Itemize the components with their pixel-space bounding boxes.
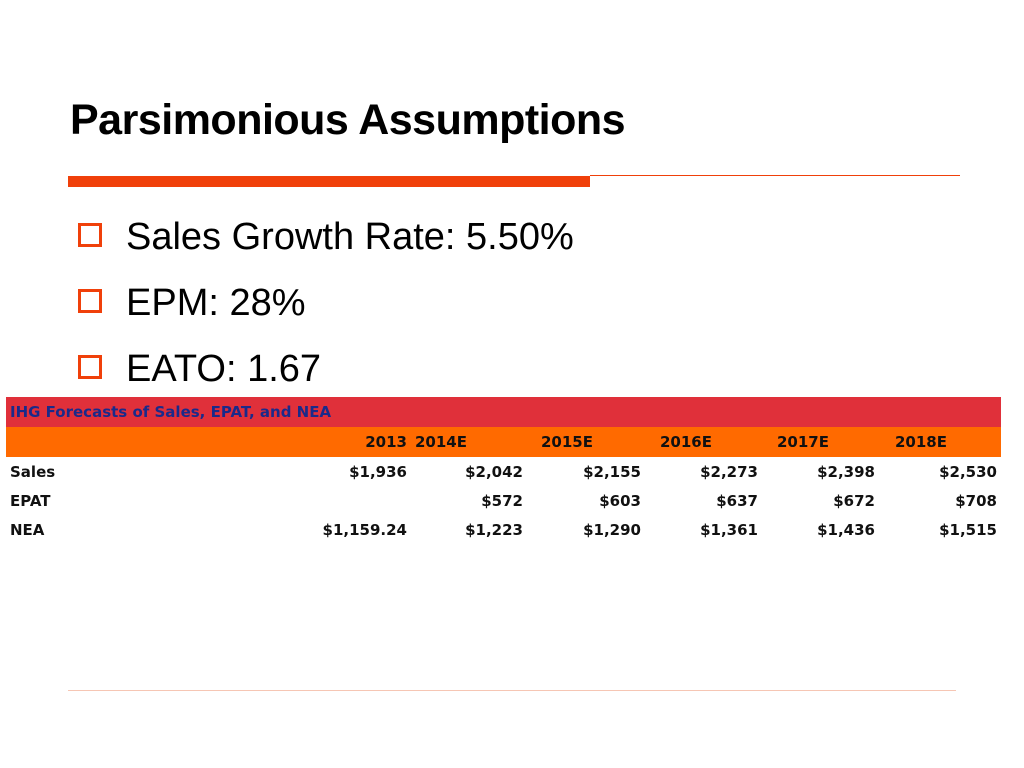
table-cell: $1,515 bbox=[939, 520, 997, 539]
square-bullet-icon bbox=[78, 355, 102, 379]
table-cell bbox=[306, 486, 411, 515]
title-underline-thin bbox=[590, 175, 960, 176]
forecast-grid: 2013 2014E 2015E 2016E 2017E 2018E Sales… bbox=[6, 427, 1001, 544]
row-label: NEA bbox=[10, 520, 45, 539]
table-cell: $1,361 bbox=[700, 520, 758, 539]
slide-title: Parsimonious Assumptions bbox=[70, 96, 626, 144]
square-bullet-icon bbox=[78, 223, 102, 247]
table-cell: $2,042 bbox=[465, 462, 523, 481]
header-cell-2014e: 2014E bbox=[415, 433, 467, 451]
table-cell: $2,398 bbox=[817, 462, 875, 481]
bullet-item: Sales Growth Rate: 5.50% bbox=[78, 204, 574, 270]
table-cell: $2,530 bbox=[939, 462, 997, 481]
square-bullet-icon bbox=[78, 289, 102, 313]
footer-divider bbox=[68, 690, 956, 691]
table-cell: $708 bbox=[955, 491, 997, 510]
table-cell: $2,155 bbox=[583, 462, 641, 481]
table-cell: $603 bbox=[599, 491, 641, 510]
table-row-nea: NEA $1,159.24 $1,223 $1,290 $1,361 $1,43… bbox=[6, 515, 1001, 544]
table-header-row: 2013 2014E 2015E 2016E 2017E 2018E bbox=[6, 427, 1001, 457]
table-row-sales: Sales $1,936 $2,042 $2,155 $2,273 $2,398… bbox=[6, 457, 1001, 486]
bullet-text: EATO: 1.67 bbox=[126, 347, 322, 390]
header-cell-2018e: 2018E bbox=[895, 433, 947, 451]
forecast-table: IHG Forecasts of Sales, EPAT, and NEA 20… bbox=[6, 397, 1001, 544]
header-cell-2015e: 2015E bbox=[541, 433, 593, 451]
table-row-epat: EPAT $572 $603 $637 $672 $708 bbox=[6, 486, 1001, 515]
table-cell: $572 bbox=[481, 491, 523, 510]
bullet-item: EATO: 1.67 bbox=[78, 336, 574, 402]
table-cell: $637 bbox=[716, 491, 758, 510]
table-cell: $672 bbox=[833, 491, 875, 510]
bullet-text: EPM: 28% bbox=[126, 281, 306, 324]
header-cell-2016e: 2016E bbox=[660, 433, 712, 451]
table-cell: $1,159.24 bbox=[322, 520, 407, 539]
header-cell-label bbox=[6, 427, 306, 457]
header-cell-2017e: 2017E bbox=[777, 433, 829, 451]
table-cell: $1,436 bbox=[817, 520, 875, 539]
table-cell: $1,290 bbox=[583, 520, 641, 539]
row-label: Sales bbox=[10, 462, 56, 481]
row-label: EPAT bbox=[10, 491, 51, 510]
bullet-text: Sales Growth Rate: 5.50% bbox=[126, 215, 574, 258]
table-title: IHG Forecasts of Sales, EPAT, and NEA bbox=[6, 397, 1001, 427]
bullet-list: Sales Growth Rate: 5.50% EPM: 28% EATO: … bbox=[78, 204, 574, 402]
table-cell: $1,936 bbox=[349, 462, 407, 481]
table-cell: $1,223 bbox=[465, 520, 523, 539]
bullet-item: EPM: 28% bbox=[78, 270, 574, 336]
table-cell: $2,273 bbox=[700, 462, 758, 481]
title-underline-thick bbox=[68, 176, 590, 187]
header-cell-2013: 2013 bbox=[365, 433, 407, 451]
